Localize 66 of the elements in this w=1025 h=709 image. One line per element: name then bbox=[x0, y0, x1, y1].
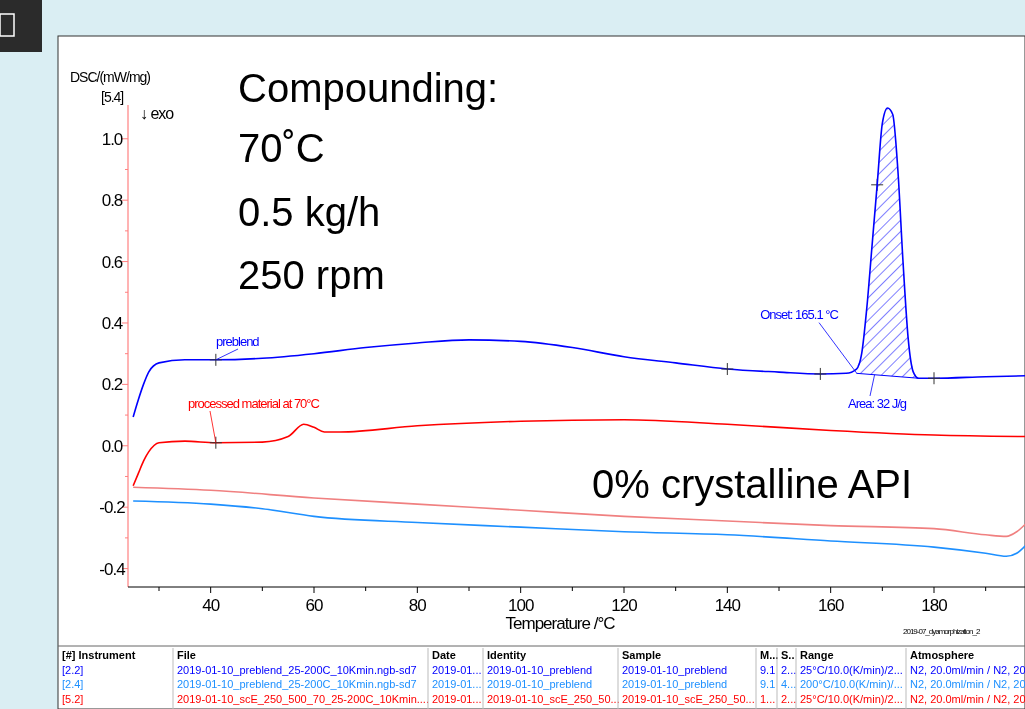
annotation: Onset: 165.1 °C bbox=[760, 306, 839, 322]
x-axis-title: Temperature /°C bbox=[505, 614, 616, 633]
text: [#] Instrument bbox=[62, 649, 136, 661]
text: M... bbox=[760, 649, 779, 661]
text: 25°C/10.0(K/min)/2... bbox=[800, 692, 903, 705]
annotation: 250 rpm bbox=[238, 253, 385, 297]
text: 2019-01... bbox=[432, 692, 482, 705]
text: 9.1 bbox=[760, 663, 776, 676]
text: N2, 20.0ml/min / N2, 20 bbox=[910, 678, 1025, 690]
x-tick-label: 120 bbox=[611, 596, 638, 615]
annotation: ↓ exo bbox=[140, 105, 175, 122]
text: [5.2] bbox=[62, 692, 84, 705]
x-tick-label: 100 bbox=[507, 596, 534, 615]
y-axis-title: DSC/(mW/mg) bbox=[70, 69, 151, 85]
x-tick-label: 40 bbox=[202, 596, 220, 615]
text: 2019-01... bbox=[432, 678, 482, 690]
annotation: 70˚C bbox=[238, 126, 325, 170]
text: 2019-07_dyamorphization_2 bbox=[903, 627, 981, 636]
annotation: Area: 32 J/g bbox=[848, 396, 907, 411]
text: 4... bbox=[781, 678, 797, 690]
y-tick-label: 0.6 bbox=[101, 252, 123, 272]
text: N2, 20.0ml/min / N2, 20 bbox=[910, 663, 1025, 676]
x-tick-label: 140 bbox=[714, 596, 741, 615]
text: 2019-01-10_scE_250_50... bbox=[622, 692, 755, 705]
text: Date bbox=[432, 649, 456, 661]
x-tick-label: 80 bbox=[408, 596, 427, 615]
text: Range bbox=[800, 649, 834, 661]
y-tick-label: 0.0 bbox=[101, 436, 123, 456]
text: 200°C/10.0(K/min)/... bbox=[800, 678, 903, 690]
x-tick-label: 60 bbox=[305, 596, 323, 615]
text: 2019-01-10_preblend_25-200C_10Kmin.ngb-sd7 bbox=[177, 678, 417, 690]
text: 2... bbox=[781, 692, 797, 705]
y-tick-label: 1.0 bbox=[101, 129, 123, 149]
text: 1... bbox=[760, 692, 776, 705]
y-tick-label: 0.2 bbox=[101, 375, 123, 395]
text: Identity bbox=[487, 649, 527, 661]
text: 2019-01-10_preblend bbox=[487, 663, 593, 676]
y-tick-label: -0.4 bbox=[99, 559, 126, 579]
series-label: preblend bbox=[216, 334, 260, 349]
x-tick-label: 180 bbox=[921, 596, 948, 615]
text: 2019-01-10_preblend bbox=[622, 678, 728, 690]
text: 2019-01-10_scE_250_500_70_25-200C_10Kmin.... bbox=[177, 692, 429, 705]
annotation: 0% crystalline API bbox=[592, 462, 913, 506]
annotation: 0.5 kg/h bbox=[238, 190, 381, 234]
y-tick-label: 0.8 bbox=[101, 191, 123, 211]
text: Sample bbox=[622, 649, 662, 661]
text: [5.4] bbox=[101, 89, 124, 105]
text: 2019-01-10_preblend bbox=[622, 663, 728, 676]
text: S.. bbox=[781, 649, 795, 661]
text: N2, 20.0ml/min / N2, 20 bbox=[910, 692, 1025, 705]
text: [2.2] bbox=[62, 663, 84, 676]
text: Atmosphere bbox=[910, 649, 975, 661]
text: 2019-01... bbox=[432, 663, 482, 676]
text: [2.4] bbox=[62, 678, 84, 690]
text: File bbox=[177, 649, 196, 661]
x-tick-label: 160 bbox=[817, 596, 844, 615]
annotation: Compounding: bbox=[238, 66, 499, 110]
text: 25°C/10.0(K/min)/2... bbox=[800, 663, 903, 676]
y-tick-label: 0.4 bbox=[101, 313, 123, 333]
text: 2019-01-10_preblend bbox=[487, 678, 593, 690]
text: 2019-01-10_scE_250_50... bbox=[487, 692, 620, 705]
text: 2... bbox=[781, 663, 797, 676]
y-tick-label: -0.2 bbox=[99, 498, 126, 518]
text: 9.1 bbox=[760, 678, 776, 690]
text: 2019-01-10_preblend_25-200C_10Kmin.ngb-sd7 bbox=[177, 663, 417, 676]
series-label: processed material at 70°C bbox=[188, 396, 320, 411]
